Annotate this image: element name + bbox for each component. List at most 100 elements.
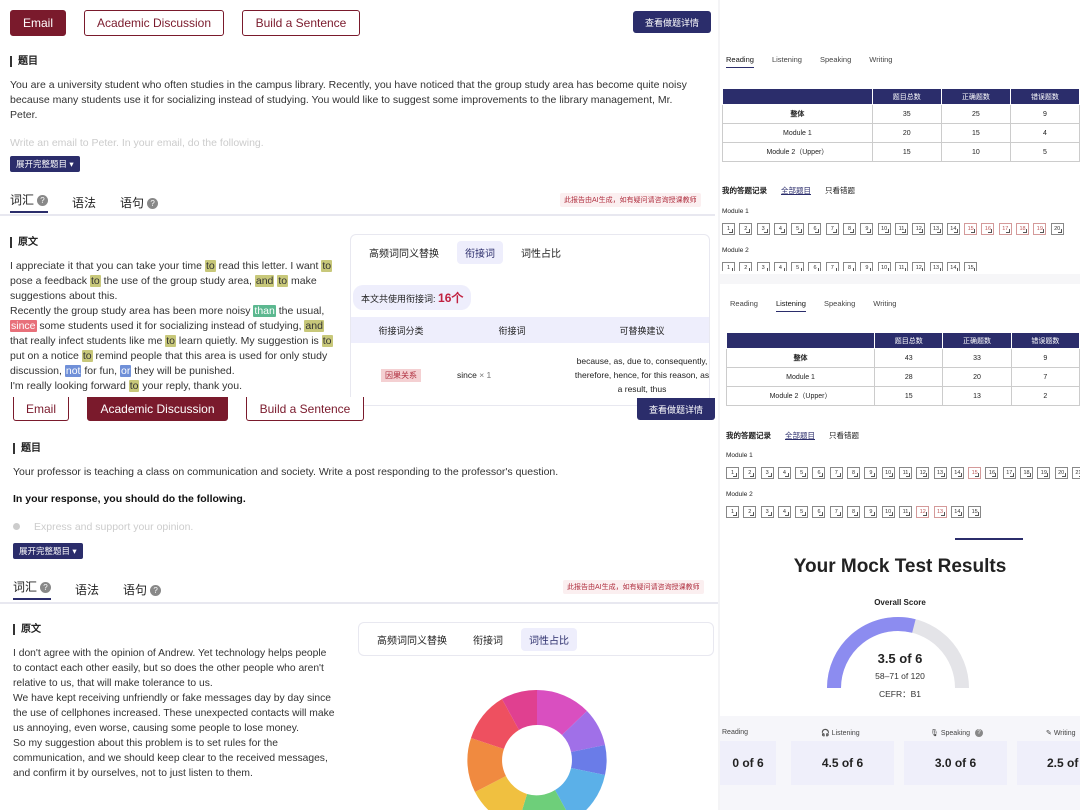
question-box[interactable]: 7 bbox=[829, 506, 843, 518]
question-box[interactable]: 9 bbox=[864, 467, 878, 479]
question-box[interactable]: 6 bbox=[812, 467, 826, 479]
question-box[interactable]: 10 bbox=[881, 506, 895, 518]
question-box[interactable]: 16 bbox=[985, 467, 999, 479]
question-box[interactable]: 1 bbox=[722, 223, 735, 235]
question-box[interactable]: 17 bbox=[998, 223, 1012, 235]
tab-pos-ratio[interactable]: 词性占比 bbox=[521, 249, 561, 260]
question-box[interactable]: 4 bbox=[777, 506, 791, 518]
question-box[interactable]: 19 bbox=[1037, 467, 1051, 479]
question-box[interactable]: 9 bbox=[864, 506, 878, 518]
tab-sentence-2[interactable]: 语句? bbox=[123, 581, 162, 598]
question-box[interactable]: 4 bbox=[777, 467, 791, 479]
question-box[interactable]: 3 bbox=[756, 223, 770, 235]
help-icon[interactable]: ? bbox=[40, 582, 52, 594]
question-box[interactable]: 14 bbox=[946, 223, 960, 235]
tab-listening[interactable]: Listening bbox=[771, 55, 802, 64]
question-box[interactable]: 3 bbox=[760, 506, 774, 518]
help-icon[interactable]: ? bbox=[147, 197, 159, 209]
question-box[interactable]: 10 bbox=[881, 467, 895, 479]
question-box[interactable]: 7 bbox=[825, 262, 839, 271]
question-box[interactable]: 5 bbox=[795, 506, 809, 518]
question-box[interactable]: 11 bbox=[894, 262, 908, 271]
tab-synonym[interactable]: 高频词同义替换 bbox=[369, 249, 439, 260]
question-box[interactable]: 12 bbox=[912, 223, 926, 235]
tab-connective-2[interactable]: 衔接词 bbox=[473, 636, 503, 647]
question-box[interactable]: 16 bbox=[981, 223, 995, 235]
question-box[interactable]: 14 bbox=[950, 506, 964, 518]
question-box[interactable]: 8 bbox=[847, 467, 861, 479]
tab-synonym-2[interactable]: 高频词同义替换 bbox=[377, 636, 447, 647]
question-box[interactable]: 6 bbox=[808, 262, 822, 271]
question-box[interactable]: 12 bbox=[916, 506, 930, 518]
question-box[interactable]: 14 bbox=[946, 262, 960, 271]
question-box[interactable]: 13 bbox=[933, 467, 947, 479]
question-box[interactable]: 1 bbox=[726, 506, 739, 518]
help-icon[interactable]: ? bbox=[975, 729, 983, 738]
tab-writing[interactable]: Writing bbox=[869, 55, 893, 64]
question-box[interactable]: 8 bbox=[847, 506, 861, 518]
question-box[interactable]: 3 bbox=[756, 262, 770, 271]
question-box[interactable]: 9 bbox=[860, 262, 874, 271]
question-box[interactable]: 2 bbox=[743, 506, 757, 518]
question-box[interactable]: 3 bbox=[760, 467, 774, 479]
question-box[interactable]: 6 bbox=[812, 506, 826, 518]
tab-grammar-2[interactable]: 语法 bbox=[75, 582, 100, 597]
question-box[interactable]: 7 bbox=[825, 223, 839, 235]
filter-wrong-2[interactable]: 只看错题 bbox=[829, 431, 859, 440]
question-box[interactable]: 1 bbox=[722, 262, 735, 271]
question-box[interactable]: 15 bbox=[964, 262, 978, 271]
question-box[interactable]: 6 bbox=[808, 223, 822, 235]
question-box[interactable]: 2 bbox=[743, 467, 757, 479]
question-box[interactable]: 12 bbox=[916, 467, 930, 479]
question-box[interactable]: 21 bbox=[1071, 467, 1080, 479]
question-box[interactable]: 8 bbox=[843, 223, 857, 235]
tab-reading-2[interactable]: Reading bbox=[730, 299, 758, 308]
question-box[interactable]: 15 bbox=[964, 223, 978, 235]
tab-email-2[interactable]: Email bbox=[13, 397, 69, 421]
tab-pos-ratio-2[interactable]: 词性占比 bbox=[521, 628, 577, 651]
question-box[interactable]: 11 bbox=[894, 223, 908, 235]
question-box[interactable]: 14 bbox=[950, 467, 964, 479]
expand-task-button[interactable]: 展开完整题目 ▾ bbox=[10, 156, 80, 172]
tab-build-sentence[interactable]: Build a Sentence bbox=[242, 10, 360, 36]
help-icon[interactable]: ? bbox=[150, 584, 162, 596]
question-box[interactable]: 12 bbox=[912, 262, 926, 271]
question-box[interactable]: 8 bbox=[843, 262, 857, 271]
tab-academic-discussion-2[interactable]: Academic Discussion bbox=[87, 397, 228, 421]
filter-all[interactable]: 全部题目 bbox=[781, 186, 811, 195]
filter-all-2[interactable]: 全部题目 bbox=[785, 431, 815, 440]
question-box[interactable]: 20 bbox=[1054, 467, 1068, 479]
question-box[interactable]: 5 bbox=[791, 223, 805, 235]
help-icon[interactable]: ? bbox=[37, 195, 49, 207]
tab-sentence[interactable]: 语句? bbox=[120, 194, 159, 211]
question-box[interactable]: 11 bbox=[898, 467, 912, 479]
filter-wrong[interactable]: 只看错题 bbox=[825, 186, 855, 195]
view-detail-button[interactable]: 查看做题详情 bbox=[633, 11, 711, 33]
question-box[interactable]: 2 bbox=[739, 262, 753, 271]
tab-vocab[interactable]: 词汇? bbox=[10, 191, 49, 213]
tab-reading[interactable]: Reading bbox=[726, 55, 754, 68]
tab-grammar[interactable]: 语法 bbox=[72, 195, 97, 210]
question-box[interactable]: 11 bbox=[898, 506, 912, 518]
tab-speaking[interactable]: Speaking bbox=[819, 55, 852, 64]
question-box[interactable]: 19 bbox=[1033, 223, 1047, 235]
question-box[interactable]: 1 bbox=[726, 467, 739, 479]
question-box[interactable]: 7 bbox=[829, 467, 843, 479]
question-box[interactable]: 10 bbox=[877, 262, 891, 271]
tab-writing-2[interactable]: Writing bbox=[873, 299, 897, 308]
question-box[interactable]: 9 bbox=[860, 223, 874, 235]
expand-task2-button[interactable]: 展开完整题目 ▾ bbox=[13, 543, 83, 559]
tab-build-sentence-2[interactable]: Build a Sentence bbox=[246, 397, 364, 421]
question-box[interactable]: 20 bbox=[1050, 223, 1064, 235]
view-detail-button-2[interactable]: 查看做题详情 bbox=[637, 398, 715, 420]
question-box[interactable]: 18 bbox=[1020, 467, 1034, 479]
question-box[interactable]: 18 bbox=[1016, 223, 1030, 235]
tab-speaking-2[interactable]: Speaking bbox=[823, 299, 856, 308]
question-box[interactable]: 10 bbox=[877, 223, 891, 235]
question-box[interactable]: 15 bbox=[968, 467, 982, 479]
question-box[interactable]: 4 bbox=[773, 223, 787, 235]
tab-connective[interactable]: 衔接词 bbox=[457, 241, 503, 264]
question-box[interactable]: 13 bbox=[929, 223, 943, 235]
tab-listening-2[interactable]: Listening bbox=[775, 299, 806, 312]
tab-email[interactable]: Email bbox=[10, 10, 66, 36]
